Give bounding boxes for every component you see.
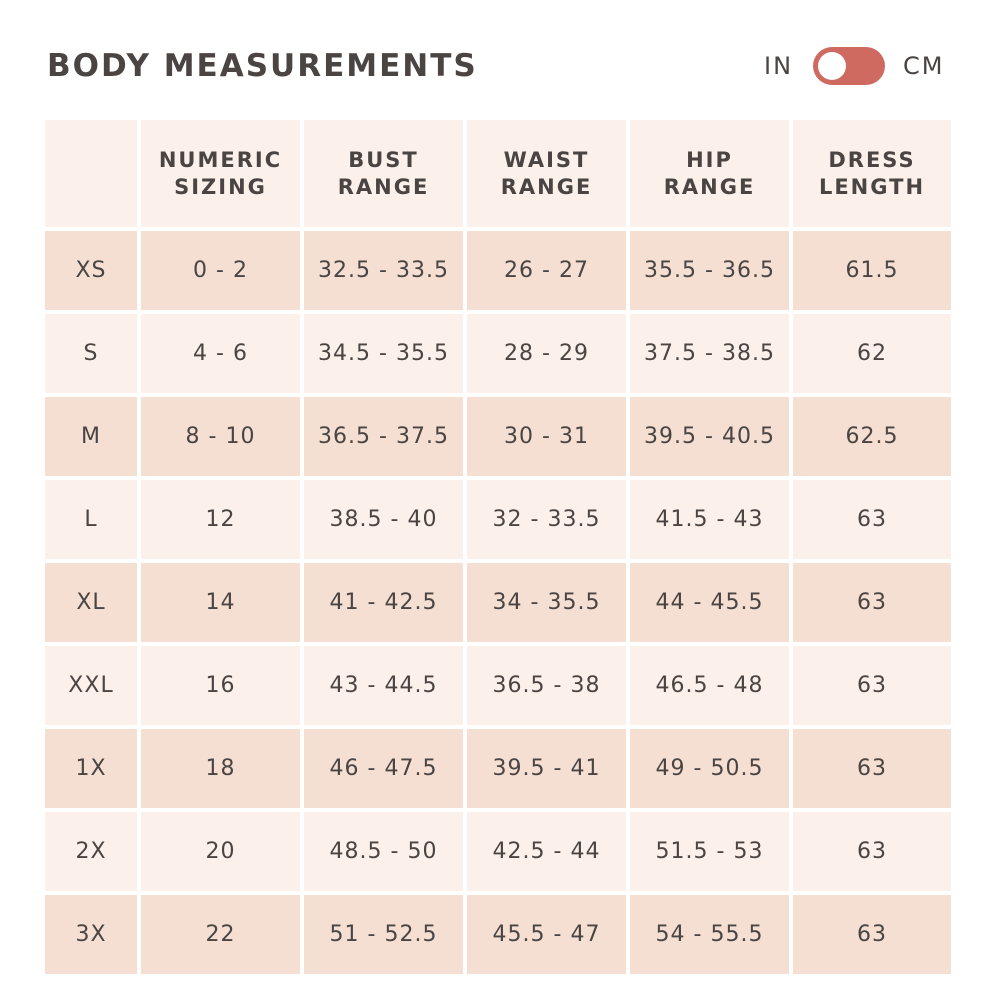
table-cell-waist-range: 45.5 - 47 [467,895,626,974]
column-header-line: HIP [686,147,733,172]
column-header-line: BUST [348,147,419,172]
table-cell-numeric-sizing: 20 [141,812,300,891]
table-cell-waist-range: 30 - 31 [467,397,626,476]
table-cell-waist-range: 26 - 27 [467,231,626,310]
table-cell-dress-length: 62.5 [793,397,951,476]
column-header-numeric-sizing: NUMERIC SIZING [141,120,300,227]
table-cell-hip-range: 44 - 45.5 [630,563,789,642]
table-cell-size-label: 2X [45,812,137,891]
table-cell-bust-range: 41 - 42.5 [304,563,463,642]
table-cell-numeric-sizing: 22 [141,895,300,974]
column-header-bust-range: BUST RANGE [304,120,463,227]
table-cell-hip-range: 39.5 - 40.5 [630,397,789,476]
column-header-line: RANGE [663,174,756,199]
table-cell-size-label: M [45,397,137,476]
column-header-line: WAIST [503,147,590,172]
column-header-line: NUMERIC [158,147,283,172]
column-header-dress-length: DRESS LENGTH [793,120,951,227]
unit-toggle: IN CM [764,44,945,88]
table-cell-waist-range: 32 - 33.5 [467,480,626,559]
table-cell-numeric-sizing: 12 [141,480,300,559]
table-cell-waist-range: 39.5 - 41 [467,729,626,808]
table-cell-dress-length: 63 [793,563,951,642]
table-cell-waist-range: 42.5 - 44 [467,812,626,891]
column-header-line: SIZING [174,174,267,199]
column-header-hip-range: HIP RANGE [630,120,789,227]
table-cell-numeric-sizing: 0 - 2 [141,231,300,310]
table-cell-waist-range: 34 - 35.5 [467,563,626,642]
table-cell-hip-range: 54 - 55.5 [630,895,789,974]
table-cell-bust-range: 32.5 - 33.5 [304,231,463,310]
table-cell-hip-range: 35.5 - 36.5 [630,231,789,310]
table-cell-numeric-sizing: 16 [141,646,300,725]
unit-label-in[interactable]: IN [764,52,794,80]
table-cell-dress-length: 63 [793,480,951,559]
table-cell-dress-length: 62 [793,314,951,393]
column-header-line: RANGE [500,174,593,199]
table-cell-bust-range: 48.5 - 50 [304,812,463,891]
table-cell-bust-range: 43 - 44.5 [304,646,463,725]
column-header-line: DRESS [828,147,916,172]
column-header-line: LENGTH [818,174,926,199]
unit-label-cm[interactable]: CM [903,52,945,80]
table-cell-size-label: 3X [45,895,137,974]
table-cell-numeric-sizing: 8 - 10 [141,397,300,476]
table-cell-waist-range: 36.5 - 38 [467,646,626,725]
table-cell-size-label: S [45,314,137,393]
table-cell-bust-range: 38.5 - 40 [304,480,463,559]
table-cell-hip-range: 41.5 - 43 [630,480,789,559]
table-cell-numeric-sizing: 18 [141,729,300,808]
column-header-waist-range: WAIST RANGE [467,120,626,227]
size-chart-table: NUMERIC SIZING BUST RANGE WAIST RANGE HIP RANGE… [45,120,955,974]
table-cell-bust-range: 34.5 - 35.5 [304,314,463,393]
table-cell-waist-range: 28 - 29 [467,314,626,393]
table-cell-size-label: L [45,480,137,559]
table-cell-hip-range: 49 - 50.5 [630,729,789,808]
table-cell-dress-length: 63 [793,812,951,891]
table-cell-hip-range: 46.5 - 48 [630,646,789,725]
table-cell-dress-length: 63 [793,895,951,974]
column-header-line: RANGE [337,174,430,199]
table-cell-dress-length: 63 [793,646,951,725]
table-cell-size-label: XL [45,563,137,642]
table-cell-size-label: XXL [45,646,137,725]
table-cell-numeric-sizing: 14 [141,563,300,642]
table-cell-size-label: XS [45,231,137,310]
table-cell-bust-range: 51 - 52.5 [304,895,463,974]
table-cell-dress-length: 63 [793,729,951,808]
table-cell-dress-length: 61.5 [793,231,951,310]
toggle-knob [818,52,847,80]
table-cell-hip-range: 51.5 - 53 [630,812,789,891]
unit-toggle-switch[interactable] [813,47,886,85]
table-cell-bust-range: 36.5 - 37.5 [304,397,463,476]
table-cell-hip-range: 37.5 - 38.5 [630,314,789,393]
table-cell-size-label: 1X [45,729,137,808]
page-title: BODY MEASUREMENTS [47,48,478,84]
table-cell-numeric-sizing: 4 - 6 [141,314,300,393]
column-header-size-label [45,120,137,227]
table-cell-bust-range: 46 - 47.5 [304,729,463,808]
